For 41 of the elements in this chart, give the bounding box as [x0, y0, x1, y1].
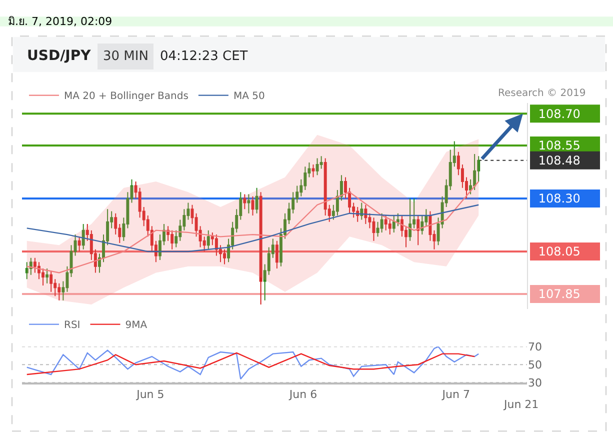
text: Jun 21 — [503, 398, 539, 411]
text: 04:12:23 CET — [160, 49, 248, 64]
legend-label: RSI — [64, 320, 80, 332]
legend-label: 9MA — [125, 320, 148, 332]
y-tick-label: 108.70 — [538, 106, 580, 121]
line-series — [26, 352, 476, 376]
candlestick — [259, 192, 262, 306]
candlestick — [25, 262, 28, 280]
y-tick-label: 107.85 — [538, 287, 580, 302]
candlestick — [243, 194, 246, 210]
candlestick — [388, 219, 392, 236]
x-tick-label: Jun 5 — [136, 388, 164, 401]
legend-label: MA 50 — [233, 91, 265, 102]
chart-title: USD/JPY — [27, 48, 92, 64]
candlestick — [416, 214, 420, 246]
x-tick-label: Jun 7 — [441, 388, 470, 401]
candlestick — [251, 196, 254, 216]
candlestick — [58, 282, 61, 301]
y-tick-label: 108.30 — [538, 192, 580, 206]
candlestick — [372, 217, 376, 242]
y-tick-label: 50 — [528, 358, 542, 372]
text: 30 MIN — [103, 49, 148, 64]
candlestick — [384, 214, 388, 231]
text: Research © 2019 — [498, 88, 586, 99]
candlestick — [275, 240, 278, 269]
y-tick-label: 70 — [528, 340, 542, 354]
y-tick-label: 108.48 — [538, 154, 580, 168]
candlestick — [78, 236, 81, 252]
candlestick — [364, 204, 368, 224]
y-tick-label: 108.55 — [538, 138, 580, 153]
candlestick — [170, 230, 174, 250]
legend-label: MA 20 + Bollinger Bands — [64, 91, 188, 102]
line-series — [26, 180, 480, 274]
candlestick — [50, 270, 53, 292]
y-tick-label: 108.05 — [538, 244, 580, 259]
line-series — [26, 346, 480, 380]
candlestick — [312, 164, 315, 178]
text: มิ.ย. 7, 2019, 02:09 — [8, 15, 112, 28]
y-tick-label: 30 — [528, 376, 542, 390]
x-tick-label: Jun 6 — [288, 388, 318, 401]
candlestick — [223, 248, 226, 265]
